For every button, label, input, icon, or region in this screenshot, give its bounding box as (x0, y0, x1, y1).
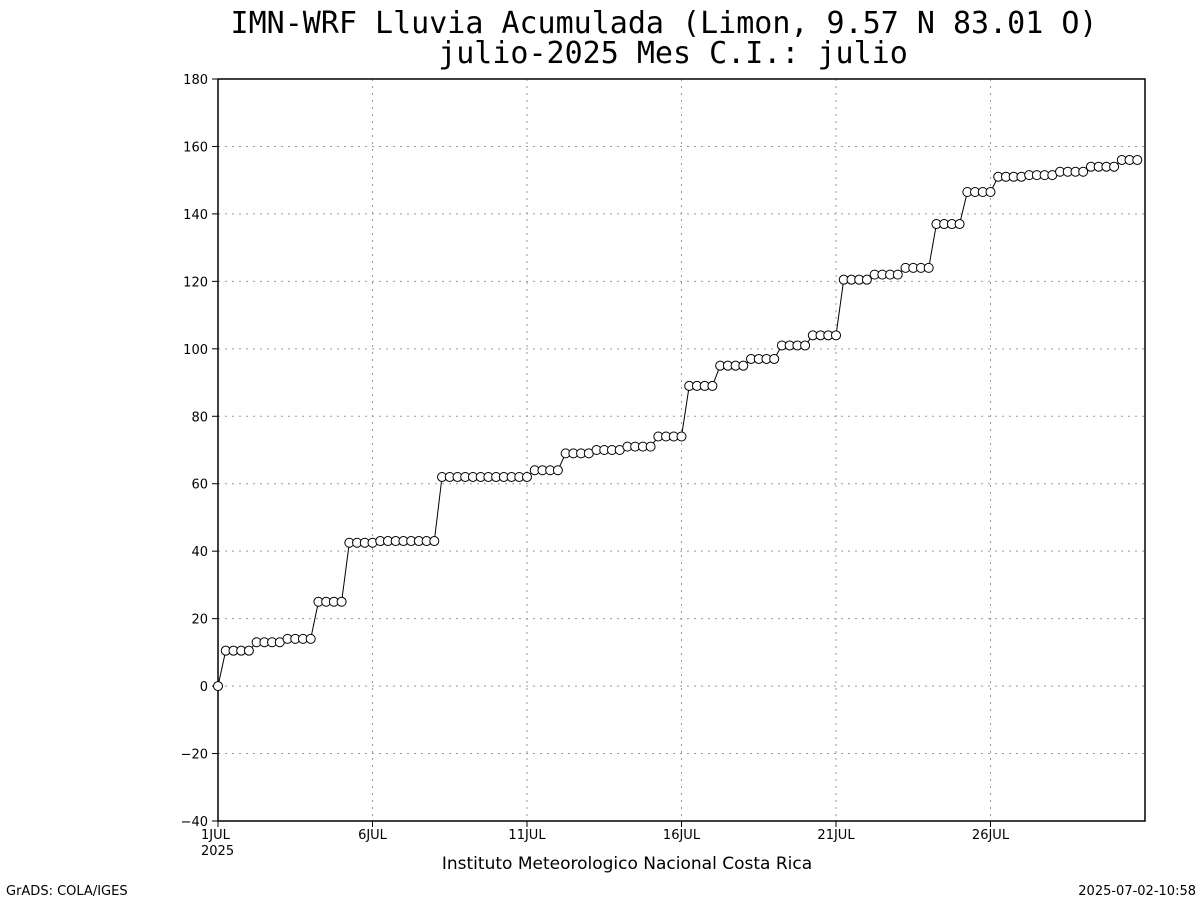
y-tick-label: 0 (200, 680, 208, 695)
x-tick-label: 16JUL (663, 828, 701, 843)
series-line (217, 159, 1138, 687)
y-tick-label: 140 (183, 208, 208, 223)
footer-credit: GrADS: COLA/IGES (6, 884, 128, 899)
x-tick-label: 21JUL (817, 828, 855, 843)
data-point (892, 269, 903, 280)
chart-title-line1: IMN-WRF Lluvia Acumulada (Limon, 9.57 N … (231, 6, 1098, 41)
data-point (522, 471, 532, 482)
data-point (676, 431, 687, 442)
data-point (336, 596, 347, 607)
data-point (1109, 161, 1120, 172)
data-point (552, 465, 563, 476)
data-point (213, 681, 223, 692)
y-tick-label: 20 (191, 613, 208, 628)
x-tick-sublabel: 2025 (201, 844, 234, 859)
data-point (1078, 166, 1089, 177)
data-point (243, 645, 254, 656)
y-tick-label: 120 (183, 275, 208, 290)
y-tick-label: 40 (191, 545, 208, 560)
data-point (800, 340, 811, 351)
y-tick-label: −20 (181, 748, 208, 763)
y-tick-label: −40 (181, 815, 208, 830)
data-point (985, 186, 996, 197)
data-point (954, 219, 965, 230)
data-point (1132, 154, 1143, 165)
data-point (707, 380, 718, 391)
chart-title-line2: julio-2025 Mes C.I.: julio (438, 36, 908, 71)
data-point (429, 536, 440, 547)
footer-timestamp: 2025-07-02-10:58 (1078, 884, 1196, 899)
data-points (213, 154, 1143, 692)
x-axis-label: Instituto Meteorologico Nacional Costa R… (442, 854, 812, 874)
x-tick-label: 26JUL (972, 828, 1010, 843)
x-tick-label: 11JUL (508, 828, 546, 843)
x-tick-label: 6JUL (358, 828, 388, 843)
data-point (861, 274, 872, 285)
data-point (738, 360, 749, 371)
y-tick-label: 80 (191, 410, 208, 425)
y-tick-label: 60 (191, 478, 208, 493)
y-tick-label: 180 (183, 73, 208, 88)
data-point (645, 441, 656, 452)
x-tick-label: 1JUL (201, 828, 231, 843)
data-point (305, 633, 316, 644)
data-point (831, 330, 841, 341)
data-point (769, 353, 780, 364)
data-point (923, 262, 934, 273)
y-axis: −40 −20 0 20 40 60 80 100 120 140 160 180 (181, 73, 218, 830)
y-tick-label: 160 (183, 140, 208, 155)
y-tick-label: 100 (183, 343, 208, 358)
grid (218, 79, 1145, 821)
